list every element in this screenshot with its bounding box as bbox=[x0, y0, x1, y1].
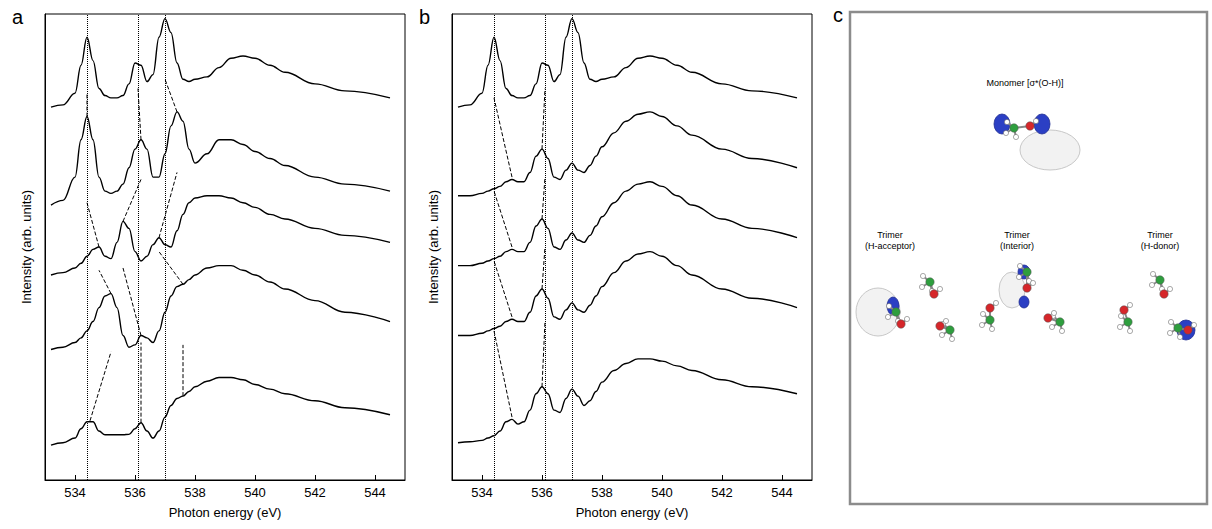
svg-text:Intensity (arb. units): Intensity (arb. units) bbox=[19, 190, 34, 304]
svg-text:538: 538 bbox=[591, 485, 613, 500]
svg-text:534: 534 bbox=[471, 485, 493, 500]
svg-text:544: 544 bbox=[771, 485, 793, 500]
svg-text:Intensity (arb. units): Intensity (arb. units) bbox=[426, 190, 441, 304]
svg-text:540: 540 bbox=[244, 485, 266, 500]
svg-text:536: 536 bbox=[531, 485, 553, 500]
svg-text:540: 540 bbox=[651, 485, 673, 500]
svg-text:Monomer [σ*(O-H)]: Monomer [σ*(O-H)] bbox=[986, 78, 1063, 88]
svg-text:(H-donor): (H-donor) bbox=[1141, 241, 1180, 251]
svg-text:c: c bbox=[833, 4, 843, 26]
svg-text:a: a bbox=[12, 6, 24, 28]
svg-text:b: b bbox=[419, 6, 430, 28]
svg-text:538: 538 bbox=[184, 485, 206, 500]
svg-text:Trimer: Trimer bbox=[1147, 230, 1173, 240]
svg-text:544: 544 bbox=[364, 485, 386, 500]
svg-text:Photon energy (eV): Photon energy (eV) bbox=[576, 505, 689, 520]
svg-text:542: 542 bbox=[304, 485, 326, 500]
svg-text:Photon energy (eV): Photon energy (eV) bbox=[169, 505, 282, 520]
svg-text:534: 534 bbox=[64, 485, 86, 500]
svg-text:Trimer: Trimer bbox=[1004, 230, 1030, 240]
svg-text:Trimer: Trimer bbox=[877, 230, 903, 240]
svg-text:542: 542 bbox=[711, 485, 733, 500]
svg-text:536: 536 bbox=[124, 485, 146, 500]
svg-text:(H-acceptor): (H-acceptor) bbox=[865, 241, 915, 251]
svg-text:(Interior): (Interior) bbox=[1000, 241, 1034, 251]
